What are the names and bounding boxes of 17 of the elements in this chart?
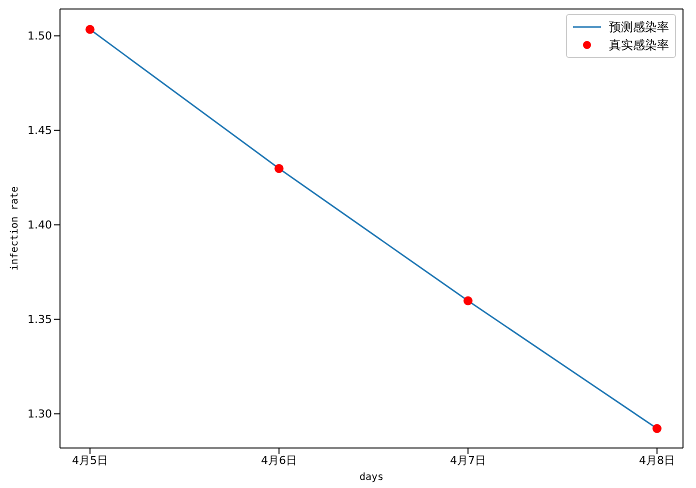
point bbox=[652, 424, 662, 434]
point bbox=[274, 164, 284, 174]
legend-label: 预测感染率 bbox=[609, 19, 669, 36]
point bbox=[463, 296, 473, 306]
y-axis-title: infection rate bbox=[10, 186, 21, 271]
x-tick-label: 4月8日 bbox=[639, 454, 675, 467]
x-tick-label: 4月5日 bbox=[72, 454, 108, 467]
y-tick-label: 1.30 bbox=[28, 408, 52, 421]
y-tick-label: 1.50 bbox=[28, 30, 52, 43]
x-axis-title: days bbox=[359, 472, 384, 483]
point bbox=[85, 24, 95, 34]
y-tick-label: 1.35 bbox=[28, 313, 52, 326]
y-tick-label: 1.45 bbox=[28, 124, 52, 138]
y-tick-label: 1.40 bbox=[28, 218, 52, 232]
legend-label: 真实感染率 bbox=[609, 37, 669, 54]
x-tick-label: 4月6日 bbox=[261, 454, 297, 467]
x-tick-label: 4月7日 bbox=[450, 454, 486, 467]
